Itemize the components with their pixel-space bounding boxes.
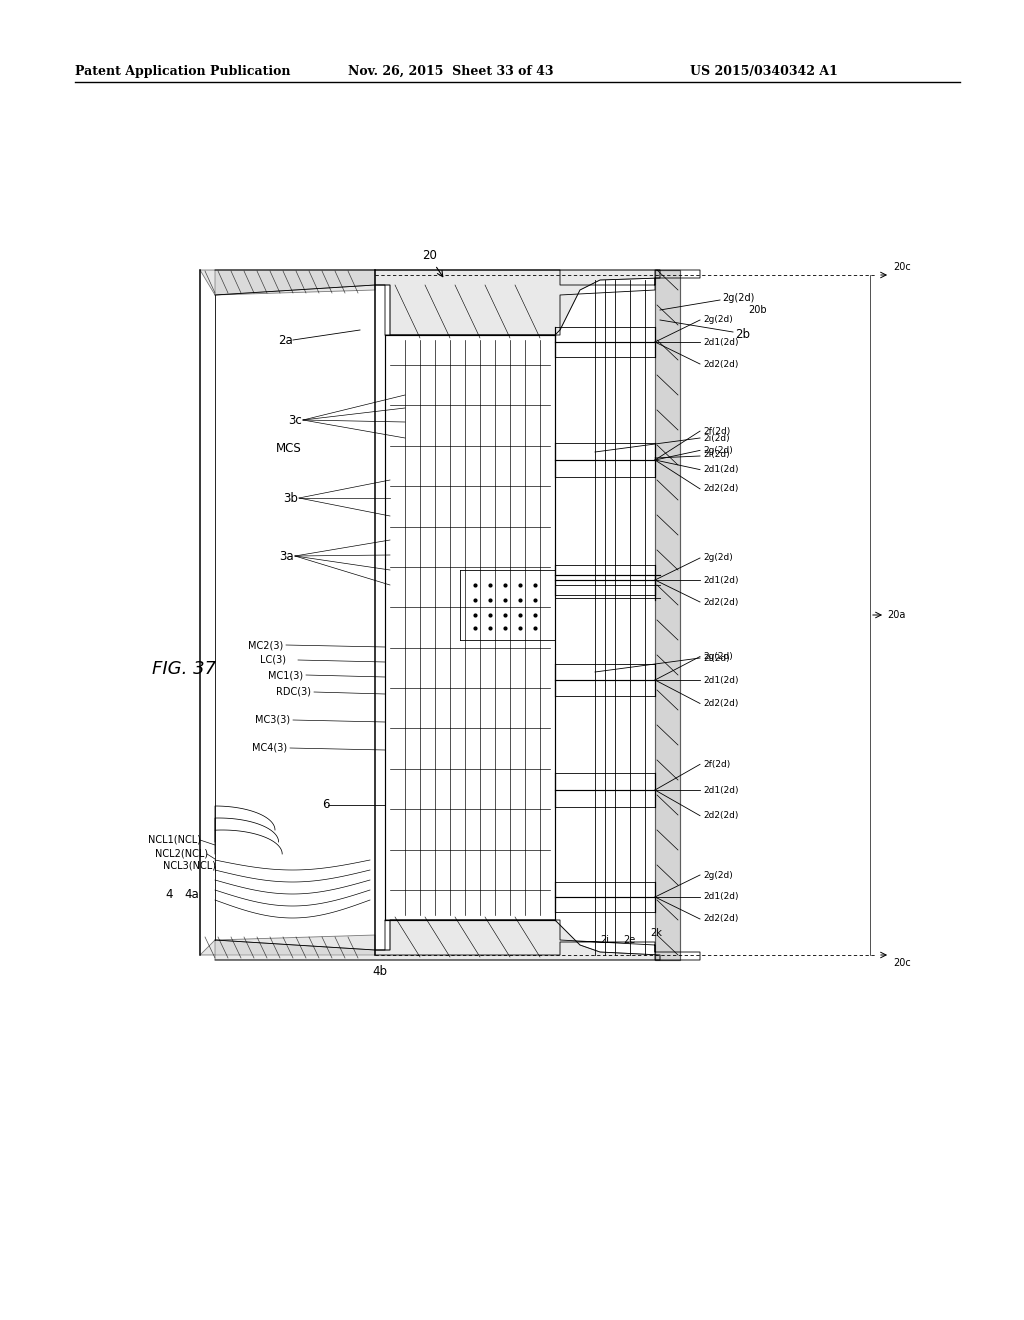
Text: NCL1(NCL): NCL1(NCL) [148, 836, 201, 845]
Text: 2b: 2b [735, 329, 750, 342]
Text: MCS: MCS [276, 441, 302, 454]
Text: NCL2(NCL): NCL2(NCL) [155, 849, 208, 859]
Text: 2d2(2d): 2d2(2d) [703, 915, 738, 924]
Text: 4b: 4b [373, 965, 387, 978]
Text: 20c: 20c [893, 958, 910, 968]
Text: 2d2(2d): 2d2(2d) [703, 484, 738, 494]
Text: 4a: 4a [184, 888, 199, 902]
Text: LC(3): LC(3) [260, 655, 286, 665]
Text: MC4(3): MC4(3) [252, 743, 287, 752]
Text: 2g(2d): 2g(2d) [703, 553, 733, 562]
Text: 4: 4 [166, 888, 173, 902]
Text: 2d2(2d): 2d2(2d) [703, 598, 738, 606]
Text: 3b: 3b [283, 491, 298, 504]
Text: 2g(2d): 2g(2d) [703, 446, 733, 455]
Text: 2k: 2k [650, 928, 662, 939]
Text: 6: 6 [322, 799, 330, 812]
Text: 2d1(2d): 2d1(2d) [703, 576, 738, 585]
Text: MC1(3): MC1(3) [268, 671, 303, 680]
Polygon shape [200, 935, 375, 954]
Text: 20c: 20c [893, 261, 910, 272]
Text: 2i(2d): 2i(2d) [703, 450, 730, 459]
Text: MC2(3): MC2(3) [248, 640, 284, 649]
Text: MC3(3): MC3(3) [255, 715, 290, 725]
Text: 20: 20 [423, 249, 437, 261]
Text: 2g(2d): 2g(2d) [703, 315, 733, 325]
Text: 2d1(2d): 2d1(2d) [703, 785, 738, 795]
Text: 2g(2d): 2g(2d) [703, 870, 733, 879]
Text: 2d2(2d): 2d2(2d) [703, 812, 738, 820]
Text: 2d1(2d): 2d1(2d) [703, 676, 738, 685]
Text: 2i(2d): 2i(2d) [703, 433, 730, 442]
Text: 2a: 2a [279, 334, 293, 346]
Text: US 2015/0340342 A1: US 2015/0340342 A1 [690, 65, 838, 78]
Text: 2f(2d): 2f(2d) [703, 760, 730, 768]
Text: 2g(2d): 2g(2d) [722, 293, 755, 304]
Text: 2d1(2d): 2d1(2d) [703, 465, 738, 474]
Text: 2f(2d): 2f(2d) [703, 426, 730, 436]
Text: RDC(3): RDC(3) [276, 686, 311, 697]
Text: 3c: 3c [288, 413, 302, 426]
Polygon shape [655, 271, 680, 960]
Text: 2d1(2d): 2d1(2d) [703, 892, 738, 902]
Text: 2g(2d): 2g(2d) [703, 652, 733, 661]
Text: 20b: 20b [748, 305, 767, 315]
Text: 2e: 2e [623, 935, 635, 945]
Text: 20a: 20a [887, 610, 905, 620]
Text: Nov. 26, 2015  Sheet 33 of 43: Nov. 26, 2015 Sheet 33 of 43 [348, 65, 554, 78]
Text: 2d2(2d): 2d2(2d) [703, 700, 738, 708]
Polygon shape [215, 920, 660, 960]
Text: 2i: 2i [600, 935, 609, 945]
Polygon shape [215, 271, 660, 335]
Text: NCL3(NCL): NCL3(NCL) [163, 861, 216, 871]
Polygon shape [200, 271, 375, 294]
Text: 2i(2d): 2i(2d) [703, 653, 730, 663]
Text: 3a: 3a [280, 549, 294, 562]
Text: 2d1(2d): 2d1(2d) [703, 338, 738, 346]
Text: 2d2(2d): 2d2(2d) [703, 359, 738, 368]
Text: Patent Application Publication: Patent Application Publication [75, 65, 291, 78]
Text: FIG. 37: FIG. 37 [152, 660, 216, 678]
